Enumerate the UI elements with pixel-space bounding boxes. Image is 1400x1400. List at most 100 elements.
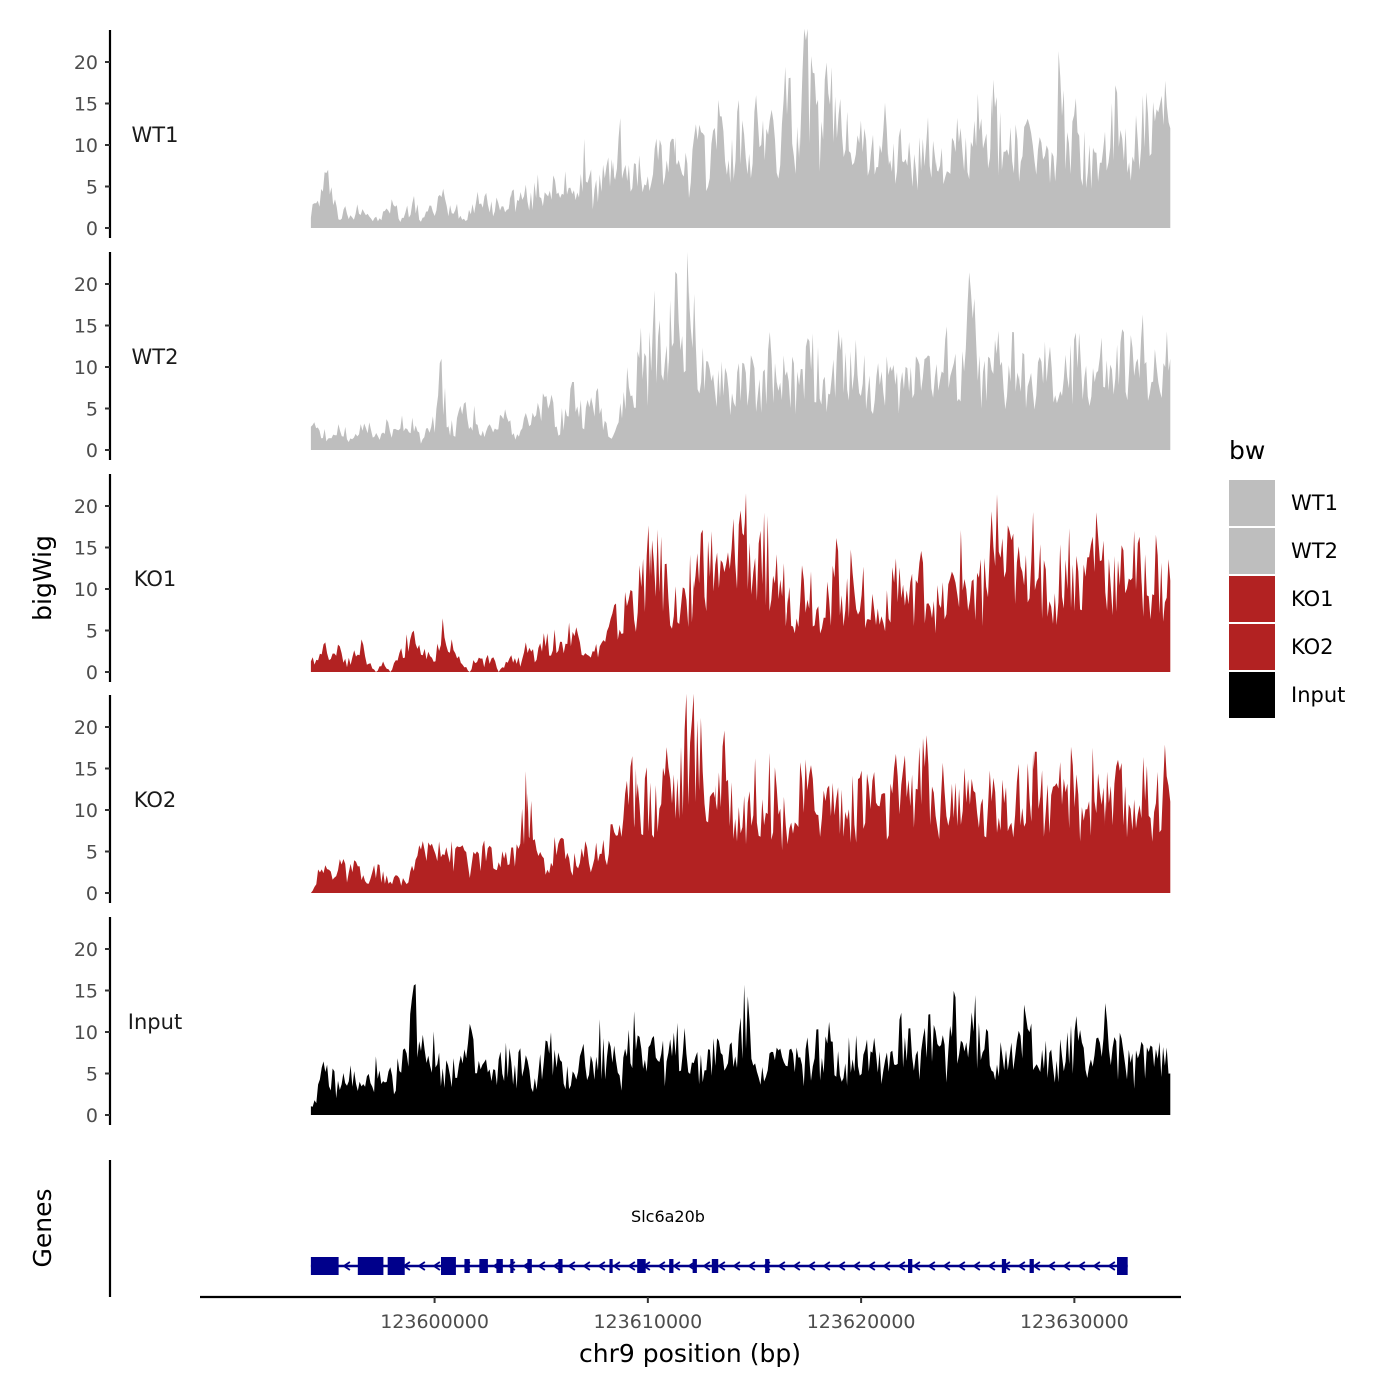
x-axis: chr9 position (bp) 123600000 123610000 123…	[200, 1295, 1181, 1368]
coverage-peak	[404, 211, 411, 228]
gene-exon	[479, 1259, 488, 1273]
coverage-peak	[1139, 120, 1146, 228]
track-label-wt1: WT1	[132, 123, 179, 147]
gene-exon	[1117, 1257, 1128, 1275]
track-panel-wt2: 0 5 10 15 20 WT2	[74, 251, 1171, 462]
y-tick-label: 0	[86, 440, 98, 462]
strand-arrow	[717, 1261, 726, 1271]
strand-arrow	[1107, 1261, 1116, 1271]
track-panel-wt1: 0 5 10 15 20 WT1	[74, 28, 1171, 240]
strand-arrow	[1077, 1261, 1086, 1271]
x-tick-label: 123610000	[593, 1311, 702, 1333]
coverage-peak	[683, 743, 690, 893]
y-tick-label: 20	[74, 496, 98, 518]
coverage-peak	[784, 597, 791, 672]
coverage-peak	[459, 219, 466, 228]
strand-arrow	[747, 1261, 756, 1271]
coverage-peak	[445, 425, 452, 450]
legend-label-input: Input	[1291, 683, 1345, 707]
y-tick-label: 10	[74, 579, 98, 601]
coverage-peak	[507, 194, 514, 228]
strand-arrow	[972, 1261, 981, 1271]
coverage-area-wt1	[310, 28, 1171, 228]
strand-arrow	[702, 1261, 711, 1271]
coverage-peak	[610, 161, 617, 228]
strand-arrow	[417, 1261, 426, 1271]
strand-arrow	[342, 1261, 351, 1271]
legend-key-ko1	[1229, 576, 1275, 622]
strand-arrow	[897, 1261, 906, 1271]
gene-exon	[1001, 1259, 1007, 1273]
strand-arrow	[657, 1261, 666, 1271]
coverage-peak	[524, 793, 531, 893]
y-tick-label: 15	[74, 759, 98, 781]
x-tick-label: 123630000	[1020, 1311, 1129, 1333]
x-tick-label: 123620000	[807, 1311, 916, 1333]
y-tick-label: 15	[74, 981, 98, 1003]
strand-arrow	[837, 1261, 846, 1271]
gene-exon	[558, 1259, 563, 1273]
y-tick-label: 10	[74, 800, 98, 822]
y-tick-label: 20	[74, 52, 98, 74]
strand-arrow	[867, 1261, 876, 1271]
x-tick-label: 123600000	[380, 1311, 489, 1333]
gene-exon	[908, 1259, 913, 1273]
coverage-peak	[1102, 801, 1109, 893]
strand-arrow	[807, 1261, 816, 1271]
y-tick-label: 10	[74, 357, 98, 379]
track-panel-input: 0 5 10 15 20 Input	[74, 917, 1171, 1127]
track-label-input: Input	[128, 1010, 182, 1034]
coverage-peak	[534, 416, 541, 450]
strand-arrow	[927, 1261, 936, 1271]
coverage-peak	[741, 1023, 748, 1115]
strand-arrow	[627, 1261, 636, 1271]
gene-exon	[637, 1259, 646, 1273]
strand-arrow	[852, 1261, 861, 1271]
y-tick-label: 5	[86, 842, 98, 864]
coverage-peak	[885, 153, 892, 228]
coverage-peak	[796, 136, 803, 228]
coverage-peak	[741, 522, 748, 672]
coverage-area-ko1	[310, 493, 1171, 672]
strand-arrow	[912, 1261, 921, 1271]
coverage-area-ko2	[310, 693, 1171, 893]
coverage-area-input	[310, 984, 1171, 1115]
gene-exon	[527, 1259, 532, 1273]
y-tick-label: 5	[86, 399, 98, 421]
strand-arrow	[882, 1261, 891, 1271]
coverage-peak	[777, 818, 784, 893]
y-tick-label: 0	[86, 218, 98, 240]
track-panels: 0 5 10 15 20 WT1 0 5 10 15 20 WT2 0 5 10 15 20 KO1 0 5 10 15 2…	[74, 28, 1171, 1127]
coverage-peak	[686, 292, 693, 450]
track-label-ko2: KO2	[134, 788, 177, 812]
gene-exon	[464, 1259, 470, 1273]
track-label-wt2: WT2	[132, 345, 179, 369]
y-tick-label: 20	[74, 939, 98, 961]
y-tick-label: 5	[86, 621, 98, 643]
gene-exon	[609, 1259, 613, 1273]
coverage-peak	[967, 308, 974, 450]
strand-arrow	[612, 1261, 621, 1271]
strand-arrow	[957, 1261, 966, 1271]
gene-exon	[310, 1257, 339, 1275]
coverage-peak	[647, 547, 654, 672]
track-label-ko1: KO1	[134, 567, 177, 591]
coverage-peak	[562, 186, 569, 228]
y-tick-label: 5	[86, 1064, 98, 1086]
y-tick-label: 0	[86, 883, 98, 905]
genes-track-title: Genes	[28, 1188, 57, 1267]
legend-label-wt1: WT1	[1291, 491, 1338, 515]
coverage-peak	[1030, 751, 1037, 893]
gene-exon	[669, 1259, 674, 1273]
legend-label-ko1: KO1	[1291, 587, 1334, 611]
strand-arrow	[792, 1261, 801, 1271]
coverage-peak	[672, 136, 679, 228]
legend-key-input	[1229, 672, 1275, 718]
genes-track: Genes Slc6a20b	[28, 1160, 1128, 1297]
coverage-peak	[950, 1015, 957, 1115]
y-tick-label: 15	[74, 316, 98, 338]
coverage-peak	[871, 400, 878, 450]
y-tick-label: 10	[74, 135, 98, 157]
coverage-peak	[625, 1040, 632, 1115]
legend-key-wt2	[1229, 528, 1275, 574]
